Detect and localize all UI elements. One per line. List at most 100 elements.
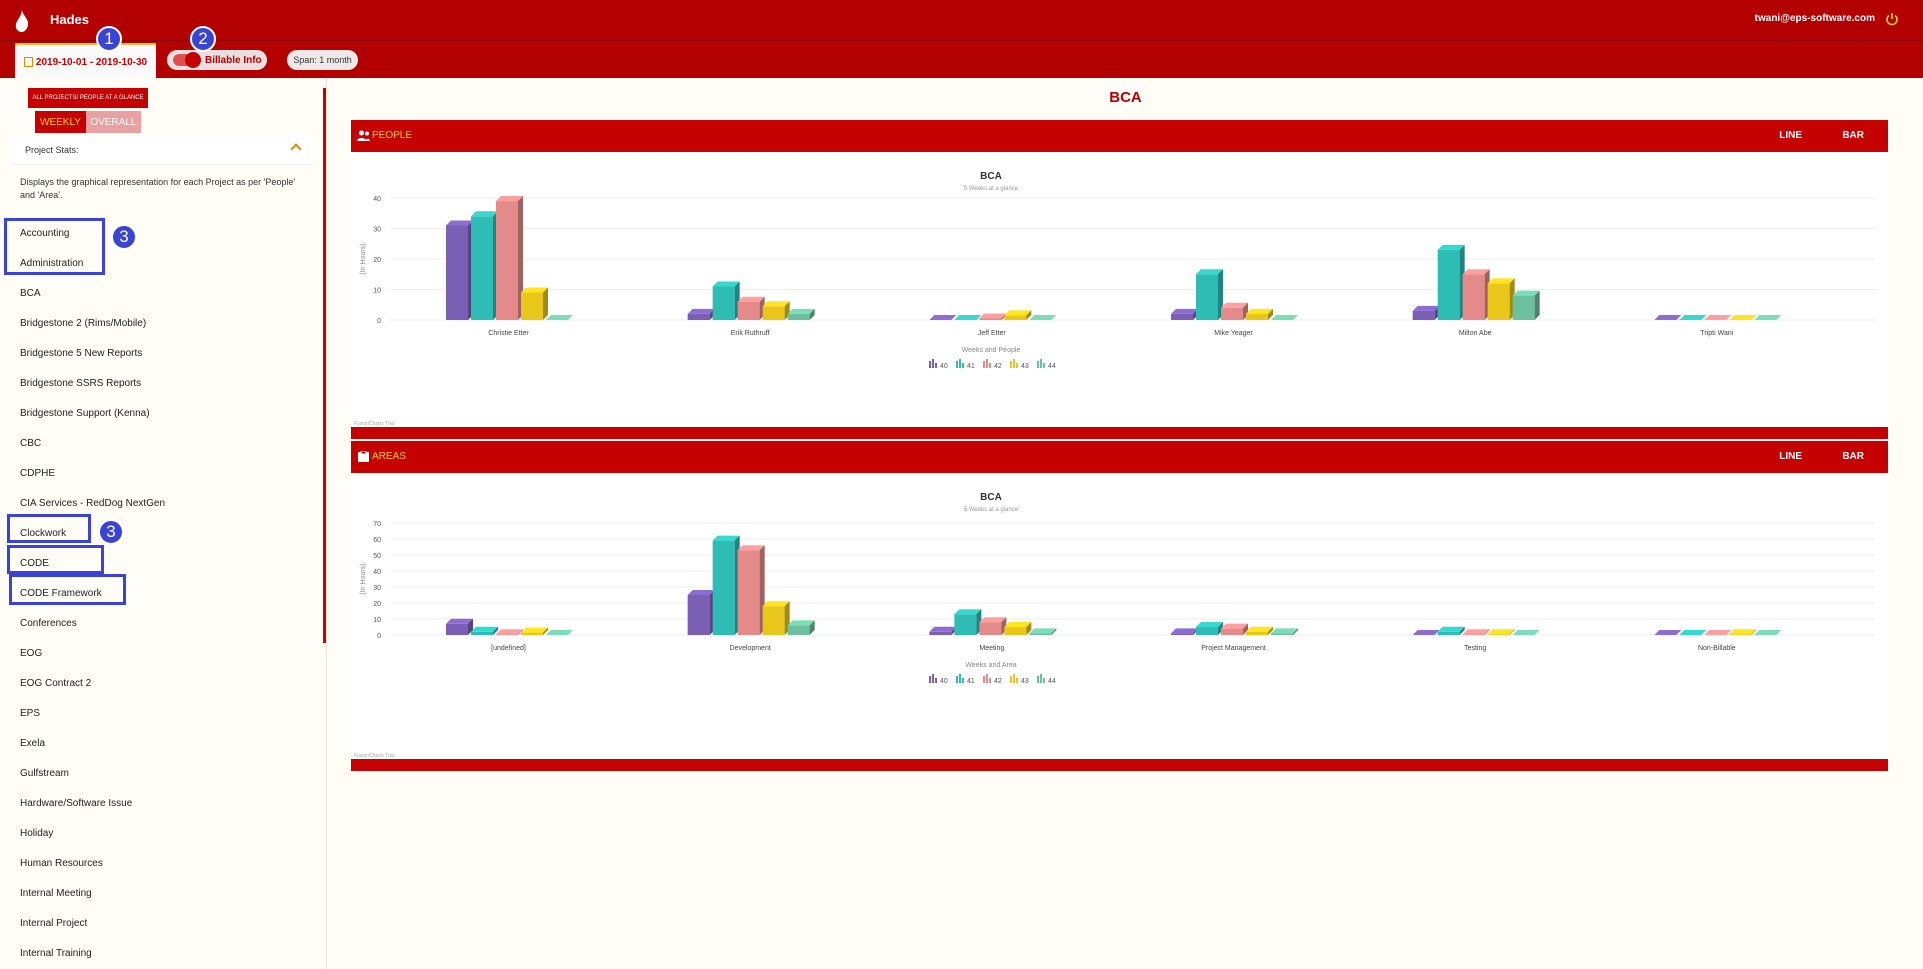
areas-line-button[interactable]: LINE	[1779, 451, 1802, 462]
bar-top	[521, 287, 548, 293]
legend-bar-icon	[929, 676, 931, 683]
areas-bar-button[interactable]: BAR	[1842, 451, 1864, 462]
people-bar-button[interactable]: BAR	[1842, 130, 1864, 141]
project-item[interactable]: Bridgestone 2 (Rims/Mobile)	[20, 317, 147, 329]
legend-bar-icon	[1037, 361, 1039, 368]
bar	[1271, 633, 1293, 636]
people-panel-footer	[351, 427, 1888, 439]
project-item[interactable]: EOG Contract 2	[20, 677, 92, 689]
bar-top	[1729, 629, 1757, 635]
areas-panel-header: AREAS LINE BAR	[351, 441, 1888, 473]
project-item[interactable]: CBC	[20, 437, 42, 449]
project-item[interactable]: Holiday	[20, 827, 54, 839]
legend-item: 44	[1037, 674, 1056, 685]
bar-top	[1171, 628, 1198, 634]
people-line-button[interactable]: LINE	[1779, 130, 1802, 141]
bar-side	[1459, 626, 1465, 635]
project-item[interactable]: CIA Services - RedDog NextGen	[20, 497, 166, 509]
flame-logo-icon	[15, 10, 29, 32]
bar	[737, 550, 760, 636]
bar-top	[787, 620, 815, 626]
project-item[interactable]: Accounting	[20, 227, 70, 239]
legend-bar-icon	[932, 359, 934, 368]
sidebar-scroll-indicator[interactable]	[323, 88, 326, 643]
bar-side	[543, 627, 548, 635]
bar	[1512, 295, 1535, 321]
bar-top	[1196, 269, 1223, 275]
legend-item: 43	[1010, 359, 1029, 370]
project-item[interactable]: EPS	[20, 707, 41, 719]
bar	[496, 201, 518, 321]
bar-top	[1462, 629, 1490, 635]
bar-top	[1246, 308, 1273, 314]
project-item[interactable]: Internal Training	[20, 947, 92, 959]
overall-button[interactable]: OVERALL	[86, 111, 141, 133]
project-item[interactable]: EOG	[20, 647, 43, 659]
category-label: Project Management	[1201, 645, 1266, 652]
bar-top	[1512, 290, 1540, 296]
project-item[interactable]: Human Resources	[20, 857, 103, 869]
bar	[1004, 627, 1027, 636]
bar	[1729, 634, 1752, 636]
project-stats-label: Project Stats:	[25, 145, 79, 155]
user-email[interactable]: twani@eps-software.com	[1754, 13, 1875, 24]
chevron-up-icon[interactable]	[290, 143, 302, 155]
project-item[interactable]: Bridgestone SSRS Reports	[20, 377, 142, 389]
glance-button-label: ALL PROJECTS/ PEOPLE AT A GLANCE	[32, 95, 144, 101]
bar	[1196, 627, 1218, 636]
project-item[interactable]: Gulfstream	[20, 767, 69, 779]
highlight-box	[9, 574, 126, 605]
y-tick-label: 0	[377, 633, 381, 640]
y-tick-label: 20	[373, 601, 381, 608]
project-item[interactable]: Bridgestone Support (Kenna)	[20, 407, 150, 419]
chart-title: BCA	[980, 492, 1002, 503]
bar-top	[762, 301, 790, 307]
billable-toggle[interactable]: Billable Info	[167, 50, 267, 70]
project-item[interactable]: Hardware/Software Issue	[20, 797, 133, 809]
category-label: Christie Etter	[488, 330, 529, 337]
bar	[1437, 249, 1460, 321]
project-item[interactable]: Internal Project	[20, 917, 88, 929]
legend-bar-icon	[983, 361, 985, 368]
legend-item: 43	[1010, 674, 1029, 685]
bar	[1196, 274, 1218, 321]
bar	[1171, 633, 1193, 636]
bar-top	[1654, 315, 1682, 320]
project-item[interactable]: Bridgestone 5 New Reports	[20, 347, 143, 359]
y-tick-label: 50	[373, 553, 381, 560]
y-tick-label: 40	[373, 569, 381, 576]
view-toggle-group: WEEKLY OVERALL	[35, 111, 141, 133]
project-item[interactable]: Exela	[20, 737, 46, 749]
project-item[interactable]: Internal Meeting	[20, 887, 92, 899]
all-projects-glance-button[interactable]: ALL PROJECTS/ PEOPLE AT A GLANCE	[28, 88, 148, 108]
bar-top	[496, 629, 523, 635]
people-panel-title: PEOPLE	[372, 130, 413, 141]
power-icon[interactable]	[1885, 12, 1899, 26]
weekly-button[interactable]: WEEKLY	[35, 111, 86, 133]
bar-side	[1751, 629, 1757, 635]
category-label: [undefined]	[491, 645, 526, 652]
bar-top	[929, 626, 957, 632]
project-item[interactable]: Administration	[20, 257, 84, 269]
category-label: Erik Ruthruff	[731, 330, 770, 337]
bar-side	[1026, 622, 1032, 635]
y-tick-label: 30	[373, 585, 381, 592]
project-item[interactable]: CODE	[20, 557, 49, 569]
bar-top	[546, 630, 573, 635]
project-item[interactable]: CDPHE	[20, 467, 56, 479]
project-stats-header[interactable]: Project Stats:	[12, 135, 312, 165]
date-range-label: 2019-10-01 - 2019-10-30	[35, 56, 148, 68]
bar-top	[1004, 310, 1032, 316]
bar-top	[687, 308, 715, 314]
date-range-picker[interactable]: 2019-10-01 - 2019-10-30	[15, 43, 156, 79]
legend-bar-icon	[1037, 676, 1039, 683]
project-item[interactable]: BCA	[20, 287, 41, 299]
project-item[interactable]: Conferences	[20, 617, 77, 629]
project-item[interactable]: CODE Framework	[20, 587, 102, 599]
bar-top	[1004, 622, 1032, 627]
legend-item: 44	[1037, 359, 1056, 370]
areas-panel-footer	[351, 759, 1888, 771]
span-chip[interactable]: Span: 1 month	[287, 50, 358, 70]
legend-bar-icon	[1040, 359, 1042, 368]
project-item[interactable]: Clockwork	[20, 527, 67, 539]
